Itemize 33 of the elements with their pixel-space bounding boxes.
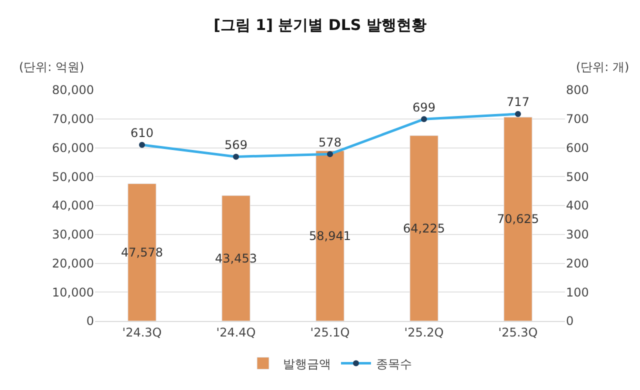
data-label: 699	[412, 100, 436, 114]
x-tick-label: '25.2Q	[404, 325, 444, 340]
y2-tick-label: 300	[566, 228, 589, 242]
y2-tick-label: 400	[566, 198, 589, 213]
data-label: 578	[318, 135, 342, 150]
y2-axis-title: (단위: 개)	[576, 60, 630, 74]
legend-label: 발행금액	[283, 356, 331, 371]
y2-tick-label: 600	[566, 140, 589, 155]
y-tick-label: 30,000	[52, 228, 94, 242]
y-tick-label: 20,000	[52, 256, 94, 270]
y2-tick-label: 0	[566, 314, 574, 328]
data-label: 569	[224, 138, 248, 152]
x-tick-label: '25.1Q	[310, 325, 350, 340]
y2-tick-label: 800	[566, 83, 589, 98]
y2-tick-label: 100	[566, 285, 589, 300]
y-tick-label: 80,000	[52, 83, 94, 98]
legend-label: 종목수	[376, 356, 412, 371]
y2-tick-label: 200	[566, 256, 589, 270]
data-label: 610	[130, 126, 154, 140]
y2-tick-label: 700	[566, 112, 589, 126]
x-tick-label: '25.3Q	[498, 325, 538, 340]
y-axis-title: (단위: 억원)	[19, 60, 84, 74]
data-label: 717	[506, 95, 530, 110]
y-tick-label: 10,000	[52, 285, 94, 300]
y-tick-label: 40,000	[52, 198, 94, 213]
y-tick-label: 70,000	[52, 112, 94, 126]
y-tick-label: 0	[86, 314, 94, 328]
y-tick-label: 60,000	[52, 140, 94, 155]
x-tick-label: '24.3Q	[122, 325, 162, 340]
y2-tick-label: 500	[566, 170, 589, 184]
chart-title: [그림 1] 분기별 DLS 발행현황	[214, 16, 426, 34]
y-tick-label: 50,000	[52, 170, 94, 184]
x-tick-label: '24.4Q	[216, 325, 256, 340]
